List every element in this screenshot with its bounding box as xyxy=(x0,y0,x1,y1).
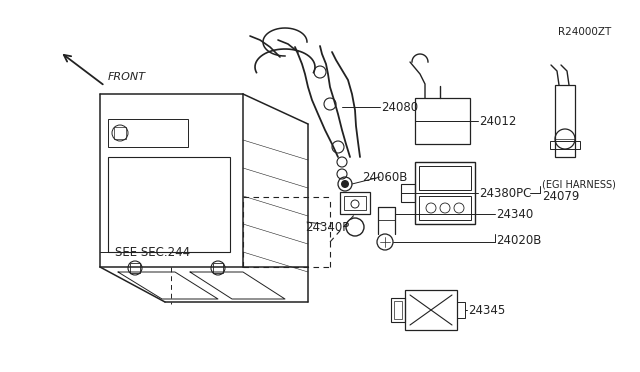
Text: 24340P: 24340P xyxy=(305,221,349,234)
Text: 24345: 24345 xyxy=(468,304,505,317)
Text: 24340: 24340 xyxy=(496,208,533,221)
Text: FRONT: FRONT xyxy=(108,72,146,82)
Circle shape xyxy=(341,180,349,188)
Text: R24000ZT: R24000ZT xyxy=(558,27,611,37)
Text: SEE SEC.244: SEE SEC.244 xyxy=(115,246,190,259)
Text: 24079: 24079 xyxy=(542,189,579,202)
Text: 24380PC: 24380PC xyxy=(479,186,531,199)
Text: 24060B: 24060B xyxy=(362,170,408,183)
Text: 24012: 24012 xyxy=(479,115,516,128)
Text: 24080: 24080 xyxy=(381,100,418,113)
Text: (EGI HARNESS): (EGI HARNESS) xyxy=(542,179,616,189)
Text: 24020B: 24020B xyxy=(496,234,541,247)
